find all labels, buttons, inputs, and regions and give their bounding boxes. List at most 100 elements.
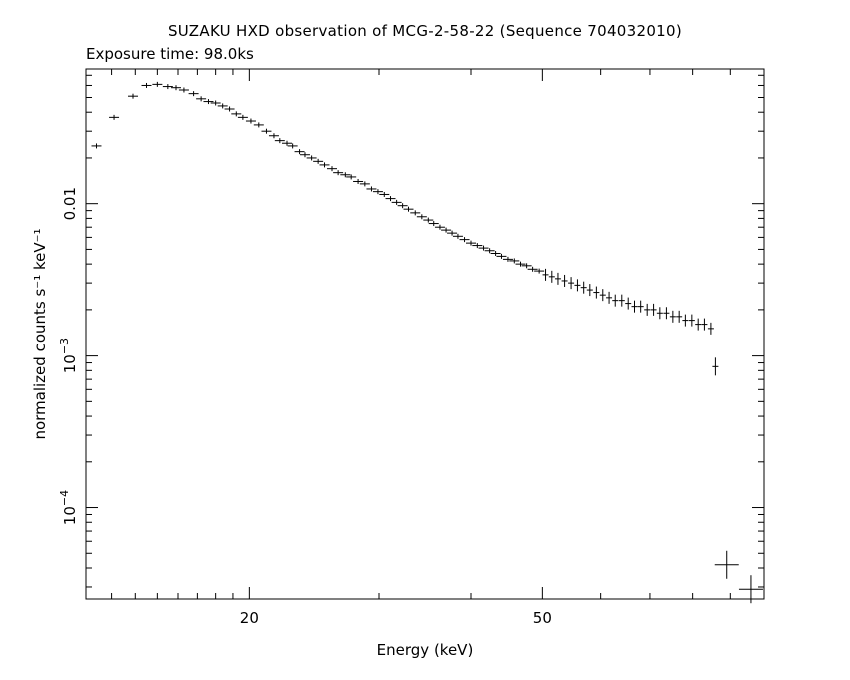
data-point	[682, 314, 689, 327]
data-point	[282, 140, 293, 146]
data-point	[237, 114, 248, 120]
data-point	[416, 214, 427, 220]
data-point	[527, 266, 538, 272]
data-point	[274, 138, 285, 144]
data-point	[714, 550, 739, 579]
data-point	[268, 133, 279, 139]
data-point	[618, 294, 625, 307]
data-point	[245, 118, 256, 124]
data-point	[261, 128, 272, 134]
data-point	[712, 357, 719, 376]
data-point	[203, 99, 214, 105]
data-point	[327, 166, 338, 172]
data-point	[170, 85, 181, 91]
data-point	[397, 203, 408, 209]
data-point	[109, 114, 120, 120]
axis-ticks	[85, 69, 764, 599]
data-point	[128, 93, 139, 99]
data-point	[472, 243, 483, 249]
data-point	[478, 245, 489, 251]
data-point	[294, 149, 305, 155]
data-point	[366, 186, 377, 192]
data-point	[484, 248, 495, 254]
data-point	[676, 310, 683, 323]
data-point	[253, 122, 264, 128]
chart-title: SUZAKU HXD observation of MCG-2-58-22 (S…	[167, 22, 683, 40]
y-tick-label-text: 10−4	[58, 490, 79, 525]
y-tick-label-text: 10−3	[58, 338, 79, 373]
y-tick-label: 10−4	[58, 490, 79, 525]
data-point	[580, 281, 587, 294]
y-tick-label: 0.01	[61, 187, 79, 220]
data-point	[548, 270, 555, 283]
chart-subtitle: Exposure time: 98.0ks	[86, 45, 254, 63]
plot-frame	[85, 68, 765, 600]
data-point	[217, 103, 228, 109]
data-point	[644, 303, 651, 316]
data-point	[542, 268, 549, 281]
data-point	[502, 256, 513, 262]
data-point	[695, 318, 702, 331]
data-point	[738, 575, 763, 604]
data-point	[178, 87, 189, 93]
data-point	[490, 250, 501, 256]
data-point	[515, 261, 526, 267]
data-point	[656, 307, 663, 320]
y-axis-label: normalized counts s⁻¹ keV⁻¹	[31, 228, 49, 439]
data-point	[91, 143, 102, 149]
data-point	[650, 303, 657, 316]
data-point	[210, 100, 221, 106]
data-point	[707, 322, 714, 335]
data-point	[465, 240, 476, 246]
data-point	[521, 263, 532, 269]
data-points	[91, 81, 763, 604]
data-point	[599, 289, 606, 302]
x-axis-label: Energy (keV)	[377, 641, 474, 659]
data-point	[509, 258, 520, 264]
data-point	[568, 277, 575, 290]
data-point	[663, 307, 670, 320]
data-point	[637, 300, 644, 313]
y-tick-exponent: −3	[58, 338, 71, 354]
data-point	[403, 206, 414, 212]
data-point	[631, 300, 638, 313]
y-tick-label-text: 0.01	[61, 187, 79, 220]
data-point	[379, 191, 390, 197]
data-point	[586, 284, 593, 297]
data-point	[372, 189, 383, 195]
data-point	[152, 81, 163, 87]
data-point	[459, 237, 470, 243]
data-point	[625, 297, 632, 310]
data-point	[423, 217, 434, 223]
data-point	[612, 294, 619, 307]
y-tick-exponent: −4	[58, 490, 71, 506]
data-point	[196, 96, 207, 102]
y-tick-base: 10	[61, 506, 79, 525]
x-tick-label: 20	[240, 609, 259, 627]
data-point	[313, 158, 324, 164]
y-tick-base: 10	[61, 354, 79, 373]
data-point	[606, 291, 613, 304]
data-point	[141, 82, 152, 88]
data-point	[496, 253, 507, 259]
data-point	[299, 152, 310, 158]
data-point	[162, 84, 173, 90]
data-point	[359, 181, 370, 187]
data-point	[410, 210, 421, 216]
data-point	[340, 172, 351, 178]
data-point	[287, 143, 298, 149]
data-point	[534, 268, 545, 274]
data-point	[593, 286, 600, 299]
data-point	[188, 91, 199, 97]
data-point	[306, 155, 317, 161]
data-point	[353, 178, 364, 184]
data-point	[231, 111, 242, 117]
data-point	[441, 227, 452, 233]
y-tick-label: 10−3	[58, 338, 79, 373]
data-point	[428, 221, 439, 227]
data-point	[561, 274, 568, 287]
data-point	[554, 272, 561, 285]
data-point	[688, 314, 695, 327]
